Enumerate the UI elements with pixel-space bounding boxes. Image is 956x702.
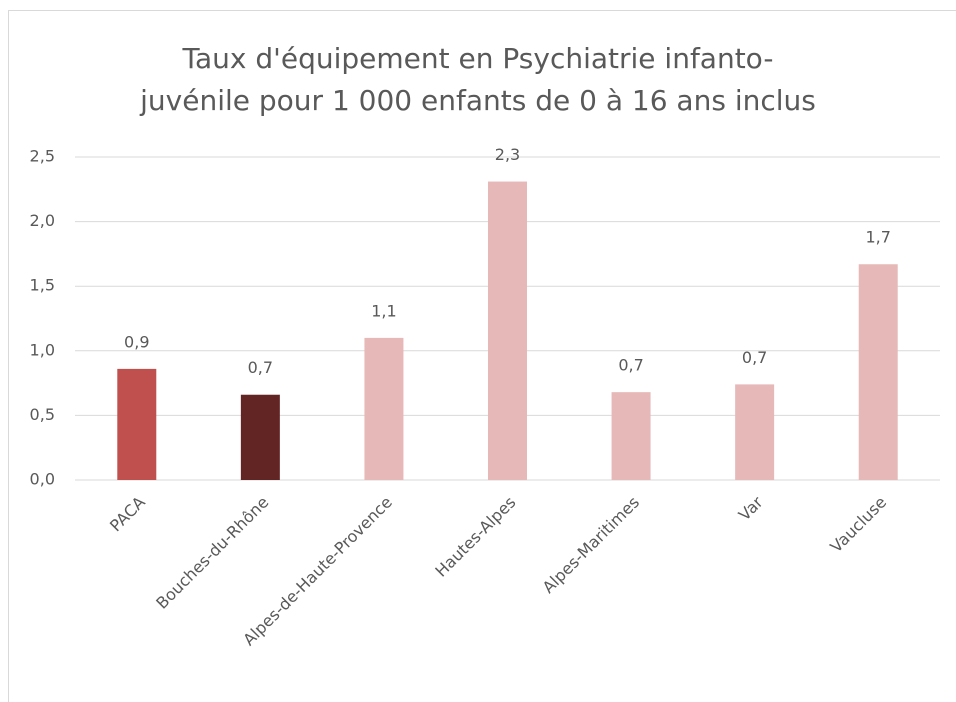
- chart-title: juvénile pour 1 000 enfants de 0 à 16 an…: [139, 84, 816, 117]
- data-label: 0,9: [124, 332, 149, 351]
- data-label: 1,1: [371, 301, 396, 320]
- y-tick-label: 2,0: [30, 211, 55, 230]
- y-tick-label: 1,0: [30, 340, 55, 359]
- bar: [488, 181, 527, 480]
- bar: [117, 368, 157, 480]
- x-tick-label: Hautes-Alpes: [431, 493, 519, 581]
- data-label: 0,7: [742, 348, 767, 367]
- x-tick-label: Vaucluse: [826, 493, 890, 557]
- data-label: 2,3: [495, 145, 520, 164]
- bar: [735, 384, 775, 480]
- y-tick-label: 2,5: [30, 147, 55, 166]
- x-tick-label: PACA: [106, 493, 149, 536]
- bar: [364, 337, 404, 480]
- bar: [240, 394, 280, 480]
- chart-frame: [8, 10, 956, 702]
- chart-title: Taux d'équipement en Psychiatrie infanto…: [182, 42, 774, 75]
- x-tick-label: Alpes-de-Haute-Provence: [239, 493, 396, 650]
- data-label: 0,7: [248, 358, 273, 377]
- data-label: 1,7: [865, 228, 890, 247]
- bar: [611, 392, 651, 480]
- x-tick-label: Alpes-Maritimes: [539, 493, 643, 597]
- y-tick-label: 0,5: [30, 405, 55, 424]
- x-tick-label: Bouches-du-Rhône: [152, 493, 272, 613]
- y-tick-label: 1,5: [30, 276, 55, 295]
- x-tick-label: Var: [735, 492, 767, 524]
- bar: [858, 264, 898, 480]
- data-label: 0,7: [618, 356, 643, 375]
- y-tick-label: 0,0: [30, 470, 55, 489]
